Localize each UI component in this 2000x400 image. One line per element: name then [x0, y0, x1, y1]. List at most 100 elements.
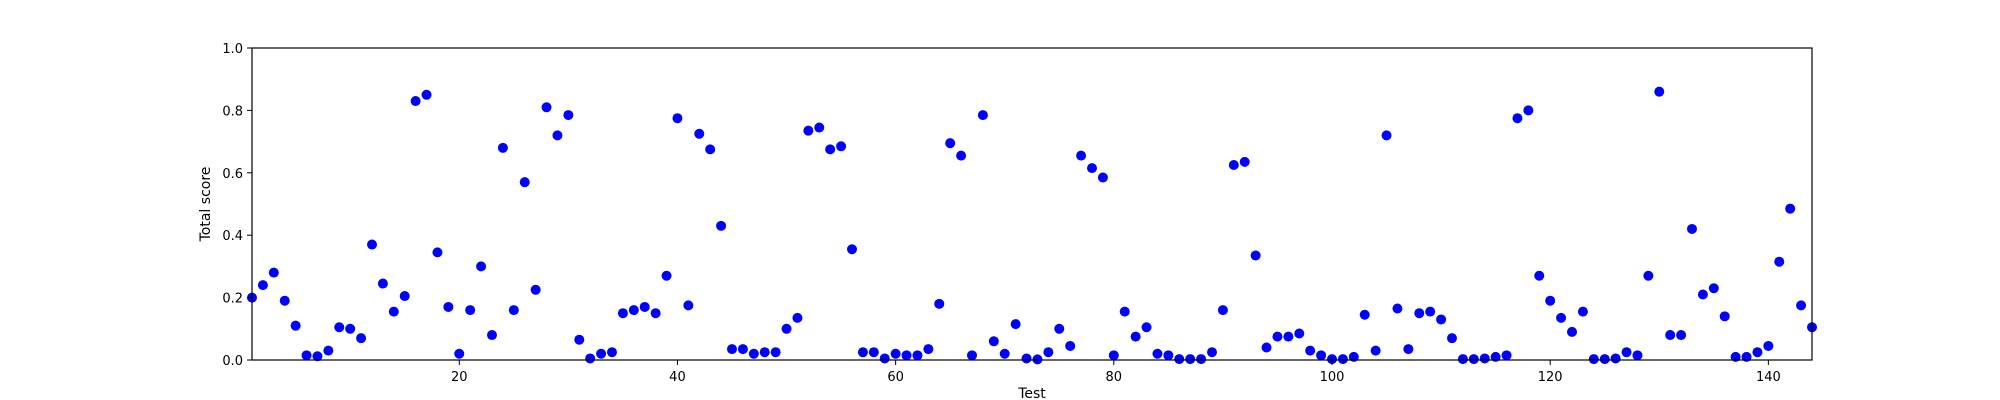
data-point [1381, 130, 1392, 141]
data-point [716, 220, 727, 231]
y-tick-label: 1.0 [222, 42, 243, 57]
plot-area-frame [251, 47, 1813, 361]
data-point [519, 177, 530, 188]
data-point [345, 323, 356, 334]
data-point [1207, 347, 1217, 358]
data-point [977, 110, 988, 121]
data-point [770, 347, 781, 358]
data-point [999, 348, 1010, 359]
data-point [574, 334, 585, 345]
data-point [901, 350, 912, 361]
x-tick-label: 140 [1756, 370, 1781, 385]
data-point [759, 347, 770, 358]
data-point [443, 301, 454, 312]
data-point [1774, 256, 1785, 267]
data-point [1054, 323, 1065, 334]
data-point [1403, 344, 1414, 355]
data-point [476, 261, 487, 272]
data-point [967, 350, 977, 361]
data-point [465, 305, 476, 316]
data-point [672, 113, 683, 124]
y-tick-label: 0.6 [222, 167, 243, 182]
data-point [257, 280, 268, 291]
data-point [1185, 354, 1196, 365]
data-point [1119, 306, 1130, 317]
data-point [1196, 354, 1207, 365]
data-point [1457, 354, 1468, 365]
y-tick-label: 0.4 [222, 229, 243, 244]
x-tick-label: 120 [1538, 370, 1563, 385]
data-point [661, 270, 672, 281]
data-point [1163, 350, 1174, 361]
data-points [247, 86, 1817, 365]
data-point [1796, 300, 1807, 311]
data-point [857, 347, 868, 358]
data-point [454, 348, 465, 359]
data-point [792, 312, 803, 323]
data-point [1708, 283, 1719, 294]
data-point [1174, 354, 1185, 365]
data-point [1763, 340, 1774, 351]
data-point [301, 350, 312, 361]
data-point [432, 247, 443, 258]
data-point [1534, 270, 1545, 281]
data-point [1468, 354, 1479, 365]
data-point [1108, 350, 1119, 361]
data-point [1730, 351, 1741, 362]
data-point [563, 110, 574, 121]
data-point [1676, 330, 1687, 341]
data-point [367, 239, 377, 250]
data-point [1632, 350, 1643, 361]
data-point [923, 344, 934, 355]
data-point [956, 150, 967, 161]
data-point [1741, 351, 1752, 362]
data-point [1359, 309, 1370, 320]
data-point [1599, 354, 1610, 365]
data-point [1610, 353, 1621, 364]
data-point [1687, 223, 1697, 234]
data-point [1512, 113, 1523, 124]
data-point [421, 89, 432, 100]
y-axis-ticks: 0.0 0.2 0.4 0.6 0.8 1.0 [222, 42, 252, 369]
y-tick-label: 0.0 [222, 354, 243, 369]
x-tick-label: 40 [669, 370, 686, 385]
data-point [1316, 350, 1327, 361]
x-tick-label: 20 [451, 370, 468, 385]
data-point [552, 130, 563, 141]
data-point [1447, 333, 1457, 344]
data-point [1654, 86, 1665, 97]
data-point [1097, 172, 1108, 183]
data-point [1643, 270, 1654, 281]
data-point [1283, 331, 1294, 342]
data-point [1501, 350, 1512, 361]
data-point [1479, 353, 1490, 364]
data-point [1545, 295, 1556, 306]
data-point [803, 125, 814, 136]
data-point [748, 348, 759, 359]
data-point [1021, 353, 1032, 364]
data-point [1305, 345, 1316, 356]
data-point [1337, 354, 1348, 365]
data-point [639, 301, 650, 312]
data-point [814, 122, 825, 133]
data-point [705, 144, 716, 155]
data-point [1490, 351, 1501, 362]
data-point [1425, 306, 1436, 317]
data-point [1239, 156, 1250, 167]
data-point [727, 344, 737, 355]
data-point [399, 291, 410, 302]
data-point [1588, 354, 1599, 365]
data-point [988, 336, 999, 347]
data-point [1272, 331, 1283, 342]
data-point [1261, 342, 1272, 353]
data-point [1228, 160, 1239, 170]
data-point [1436, 314, 1447, 325]
data-point [1032, 354, 1043, 365]
data-point [1348, 351, 1359, 362]
y-axis-label: Total score [198, 167, 214, 243]
data-point [1010, 319, 1021, 330]
data-point [1719, 311, 1730, 322]
data-point [1392, 303, 1403, 314]
data-point [508, 305, 519, 316]
data-point [1327, 354, 1337, 365]
